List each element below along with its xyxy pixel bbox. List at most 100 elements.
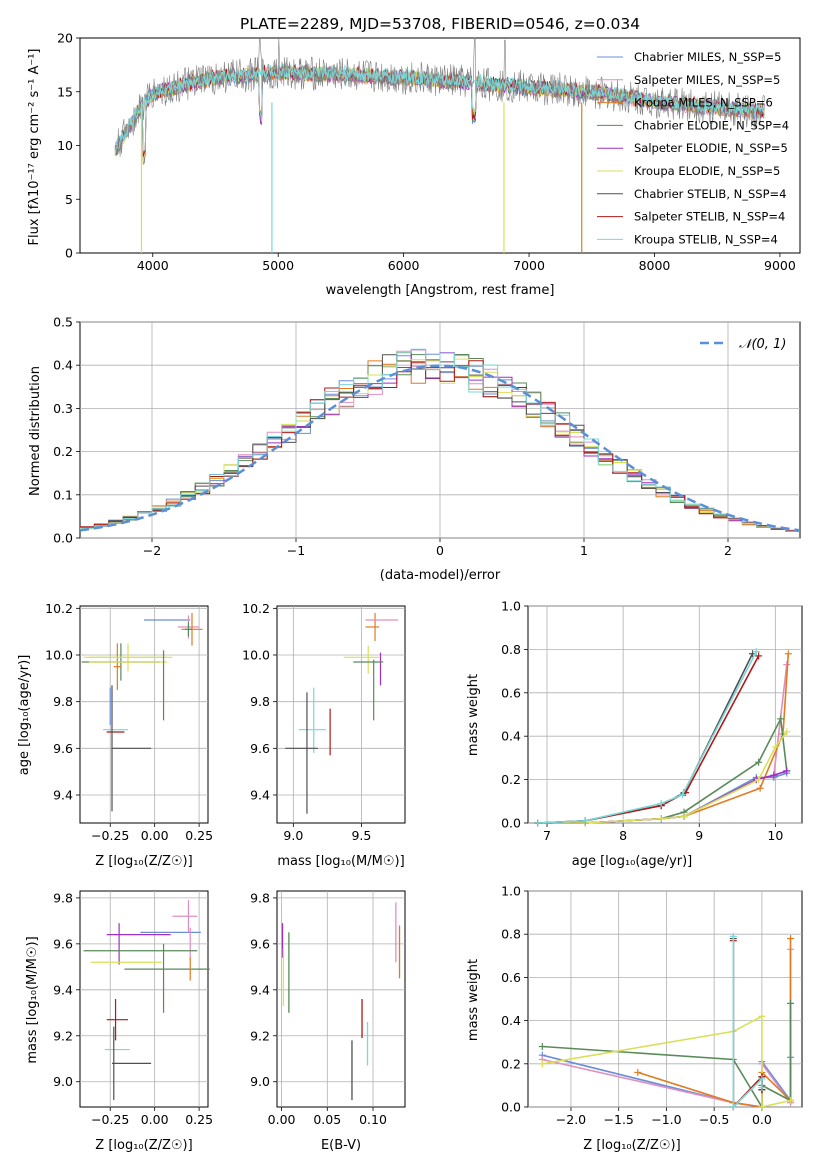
age-weight-tick-label-y: 0.4 bbox=[501, 729, 521, 744]
z-age-tick-label-y: 9.6 bbox=[53, 741, 73, 756]
z-age-tick-label-x: −0.25 bbox=[91, 828, 129, 843]
spectrum-tick-label-x: 8000 bbox=[639, 258, 671, 273]
z-mass-tick-label-x: 0.00 bbox=[141, 1112, 169, 1127]
z-age-tick-label-y: 9.4 bbox=[53, 788, 73, 803]
z-weight-frame bbox=[527, 890, 803, 1108]
residual-tick-label-x: 2 bbox=[724, 543, 732, 558]
z-weight-tick-label-x: 0.0 bbox=[752, 1112, 772, 1127]
age-weight-ylabel: mass weight bbox=[466, 674, 481, 756]
spectrum-tick-label-y: 15 bbox=[57, 84, 73, 99]
age-weight-tick-label-y: 0.6 bbox=[501, 685, 521, 700]
z-weight-tick-label-y: 0.0 bbox=[501, 1100, 521, 1115]
residual-tick-label-y: 0.3 bbox=[53, 401, 73, 416]
mass-age-tick-label-y: 10.2 bbox=[242, 601, 270, 616]
z-age-tick-label-y: 9.8 bbox=[53, 694, 73, 709]
spectrum-title: PLATE=2289, MJD=53708, FIBERID=0546, z=0… bbox=[240, 15, 640, 33]
residual-xlabel: (data-model)/error bbox=[380, 568, 501, 583]
age-weight-tick-label-y: 0.0 bbox=[501, 816, 521, 831]
legend-label: Kroupa ELODIE, N_SSP=5 bbox=[634, 164, 780, 178]
legend-label: Salpeter STELIB, N_SSP=4 bbox=[634, 210, 785, 224]
spectrum-tick-label-y: 20 bbox=[57, 31, 73, 46]
z-weight-xlabel: Z [log₁₀(Z/Z☉)] bbox=[583, 1138, 680, 1153]
residual-tick-label-x: −1 bbox=[287, 543, 305, 558]
z-age-ylabel: age [log₁₀(age/yr)] bbox=[17, 655, 32, 776]
z-weight-tick-label-x: −1.0 bbox=[651, 1112, 681, 1127]
residual-tick-label-x: 0 bbox=[436, 543, 444, 558]
z-weight-tick-label-y: 1.0 bbox=[501, 884, 521, 899]
legend-label: Chabrier MILES, N_SSP=5 bbox=[634, 50, 781, 64]
z-weight-tick-label-x: −0.5 bbox=[699, 1112, 729, 1127]
age-weight-frame bbox=[527, 605, 803, 824]
mass-age-tick-label-x: 9.0 bbox=[283, 828, 303, 843]
normal-curve bbox=[79, 364, 801, 532]
spectrum-xlabel: wavelength [Angstrom, rest frame] bbox=[326, 283, 555, 298]
z-mass-tick-label-x: 0.25 bbox=[185, 1112, 213, 1127]
mass-age-frame bbox=[276, 605, 406, 824]
z-age-tick-label-y: 10.2 bbox=[45, 601, 73, 616]
mass-age-tick-label-y: 9.8 bbox=[250, 694, 270, 709]
z-mass-tick-label-y: 9.2 bbox=[53, 1028, 73, 1043]
ebv-mass-tick-label-y: 9.0 bbox=[250, 1074, 270, 1089]
z-age-tick-label-x: 0.25 bbox=[185, 828, 213, 843]
ebv-mass-tick-label-x: 0.05 bbox=[313, 1112, 341, 1127]
z-weight-tick-label-x: −1.5 bbox=[604, 1112, 634, 1127]
z-mass-tick-label-y: 9.6 bbox=[53, 936, 73, 951]
legend-label: Salpeter ELODIE, N_SSP=5 bbox=[634, 141, 788, 155]
spectrum-tick-label-x: 5000 bbox=[262, 258, 294, 273]
age-weight-tick-label-x: 9 bbox=[695, 828, 703, 843]
z-weight-tick-label-y: 0.4 bbox=[501, 1013, 521, 1028]
mass-age-tick-label-y: 9.6 bbox=[250, 741, 270, 756]
model-spectrum-line bbox=[114, 67, 765, 156]
age-weight-tick-label-y: 1.0 bbox=[501, 599, 521, 614]
residual-tick-label-y: 0.0 bbox=[53, 531, 73, 546]
spectrum-ylabel: Flux [fλ10⁻¹⁷ erg cm⁻² s⁻¹ A⁻¹] bbox=[27, 49, 42, 246]
ebv-mass-tick-label-y: 9.8 bbox=[250, 890, 270, 905]
residual-tick-label-x: 1 bbox=[580, 543, 588, 558]
age-weight-tick-label-x: 7 bbox=[543, 828, 551, 843]
spectrum-tick-label-x: 7000 bbox=[513, 258, 545, 273]
residual-tick-label-y: 0.5 bbox=[53, 315, 73, 330]
residual-tick-label-x: −2 bbox=[143, 543, 161, 558]
ebv-mass-xlabel: E(B-V) bbox=[321, 1138, 361, 1153]
z-age-frame bbox=[79, 605, 209, 824]
ebv-mass-frame bbox=[276, 890, 406, 1108]
z-mass-tick-label-y: 9.4 bbox=[53, 982, 73, 997]
age-weight-line bbox=[537, 716, 788, 824]
mass-age-xlabel: mass [log₁₀(M/M☉)] bbox=[277, 854, 404, 869]
z-mass-tick-label-y: 9.0 bbox=[53, 1074, 73, 1089]
z-weight-line bbox=[732, 936, 763, 1109]
age-weight-xlabel: age [log₁₀(age/yr)] bbox=[572, 854, 693, 869]
age-weight-line bbox=[537, 664, 788, 824]
mass-age-tick-label-y: 9.4 bbox=[250, 788, 270, 803]
data-spectrum-line bbox=[114, 37, 766, 157]
mass-age-tick-label-y: 10.0 bbox=[242, 648, 270, 663]
z-age-tick-label-y: 10.0 bbox=[45, 648, 73, 663]
legend-label: Kroupa MILES, N_SSP=6 bbox=[634, 96, 773, 110]
age-weight-line bbox=[537, 653, 790, 824]
age-weight-tick-label-y: 0.2 bbox=[501, 772, 521, 787]
residual-ylabel: Normed distribution bbox=[28, 366, 43, 496]
ebv-mass-tick-label-x: 0.00 bbox=[268, 1112, 296, 1127]
residual-tick-label-y: 0.2 bbox=[53, 444, 73, 459]
z-mass-ylabel: mass [log₁₀(M/M☉)] bbox=[25, 936, 40, 1063]
legend-label: Kroupa STELIB, N_SSP=4 bbox=[634, 232, 778, 246]
ebv-mass-tick-label-y: 9.4 bbox=[250, 982, 270, 997]
ebv-mass-tick-label-x: 0.10 bbox=[359, 1112, 387, 1127]
z-age-xlabel: Z [log₁₀(Z/Z☉)] bbox=[95, 854, 192, 869]
legend-label: Chabrier ELODIE, N_SSP=4 bbox=[634, 118, 789, 132]
age-weight-line bbox=[537, 731, 788, 824]
z-mass-xlabel: Z [log₁₀(Z/Z☉)] bbox=[95, 1138, 192, 1153]
z-weight-tick-label-y: 0.2 bbox=[501, 1056, 521, 1071]
mass-age-tick-label-x: 9.5 bbox=[351, 828, 371, 843]
z-weight-tick-label-y: 0.8 bbox=[501, 927, 521, 942]
z-mass-tick-label-y: 9.8 bbox=[53, 890, 73, 905]
spectrum-tick-label-y: 10 bbox=[57, 138, 73, 153]
legend-label: 𝒩(0, 1) bbox=[739, 337, 786, 352]
age-weight-line bbox=[537, 772, 788, 824]
z-weight-tick-label-x: −2.0 bbox=[556, 1112, 586, 1127]
ebv-mass-tick-label-y: 9.2 bbox=[250, 1028, 270, 1043]
age-weight-tick-label-x: 8 bbox=[619, 828, 627, 843]
model-spectrum-line bbox=[114, 63, 765, 152]
